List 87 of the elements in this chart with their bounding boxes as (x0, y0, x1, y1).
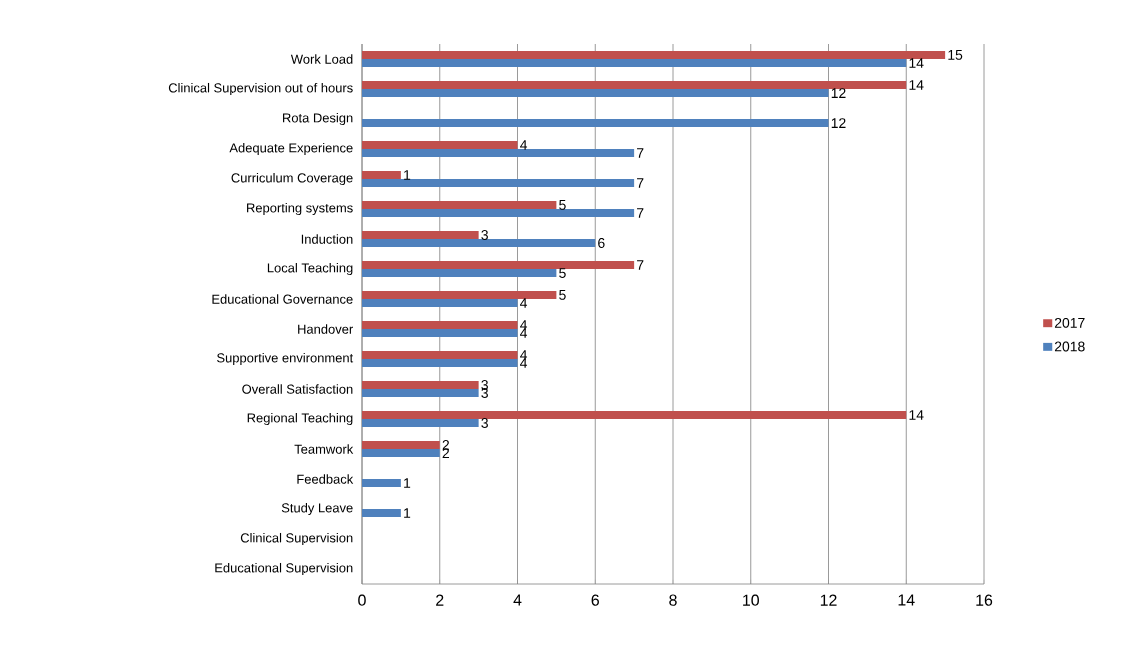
data-label: 4 (520, 350, 528, 360)
y-tick-label: Local Teaching (267, 262, 353, 276)
x-tick-label: 2 (436, 594, 444, 606)
data-label: 1 (404, 478, 411, 488)
y-tick-label: Feedback (297, 474, 354, 484)
x-tick-label: 0 (358, 594, 366, 606)
bar (362, 119, 829, 128)
data-label: 14 (909, 58, 924, 68)
bar (362, 230, 479, 239)
bar (362, 410, 907, 419)
bar (362, 290, 557, 299)
y-tick-label: Adequate Experience (229, 142, 353, 156)
y-tick-label: Rota Design (283, 112, 353, 126)
bar (362, 179, 635, 188)
legend-label: 2018 (1054, 341, 1085, 352)
x-tick-label: 16 (976, 594, 993, 606)
data-label: 4 (520, 140, 528, 150)
bar (362, 239, 596, 248)
y-tick-label: Clinical Supervision (240, 532, 353, 546)
bar (362, 320, 518, 329)
x-tick-label: 6 (591, 594, 599, 606)
data-label: 4 (520, 298, 528, 308)
bar (362, 389, 479, 398)
x-tick-label: 14 (898, 594, 915, 606)
data-label: 3 (481, 388, 488, 398)
data-label: 15 (948, 50, 963, 60)
data-label: 3 (481, 418, 488, 428)
bar (362, 269, 557, 278)
data-label: 5 (559, 200, 566, 210)
data-label: 12 (831, 118, 846, 128)
data-label: 3 (481, 230, 488, 240)
data-label: 2 (442, 448, 450, 458)
bar (362, 299, 518, 308)
y-tick-label: Teamwork (294, 444, 354, 454)
bar (362, 380, 479, 389)
bar (362, 260, 635, 269)
x-tick-label: 8 (669, 594, 677, 606)
y-tick-label: Educational Supervision (215, 562, 353, 576)
y-tick-label: Work Load (290, 54, 353, 64)
y-tick-label: Regional Teaching (247, 412, 353, 426)
y-tick-label: Induction (301, 234, 353, 244)
x-tick-label: 12 (820, 594, 837, 606)
bar (362, 479, 401, 488)
bar (362, 329, 518, 338)
data-label: 4 (520, 320, 528, 330)
data-label: 12 (831, 88, 846, 98)
data-label: 7 (637, 178, 644, 188)
bar (362, 59, 907, 68)
data-label: 14 (909, 410, 924, 420)
bar (362, 509, 401, 518)
data-label: 5 (559, 268, 566, 278)
bar (362, 149, 635, 158)
bar (362, 170, 401, 179)
bar (362, 359, 518, 368)
bar (362, 50, 946, 59)
y-tick-label: Clinical Supervision out of hours (168, 82, 353, 96)
legend-label: 2017 (1054, 317, 1085, 328)
bar (362, 419, 479, 428)
bar (362, 350, 518, 359)
bar (362, 140, 518, 149)
data-label: 4 (520, 358, 528, 368)
data-label: 4 (520, 328, 528, 338)
data-label: 3 (481, 380, 488, 390)
bar (362, 89, 829, 98)
y-tick-label: Overall Satisfaction (242, 384, 353, 394)
data-label: 1 (404, 170, 411, 180)
y-tick-label: Handover (298, 324, 353, 334)
data-label: 14 (909, 80, 924, 90)
data-label: 7 (637, 208, 644, 218)
bar (362, 209, 635, 218)
y-tick-label: Reporting systems (247, 202, 353, 216)
x-tick-label: 10 (743, 594, 759, 606)
x-tick-label: 4 (513, 594, 522, 606)
bar (362, 440, 440, 449)
y-tick-label: Study Leave (281, 502, 353, 516)
y-tick-label: Curriculum Coverage (231, 172, 353, 186)
y-tick-label: Educational Governance (212, 294, 353, 304)
bar (362, 449, 440, 458)
bar (362, 80, 907, 89)
data-label: 6 (598, 238, 605, 248)
data-label: 2 (442, 440, 450, 450)
bar (362, 200, 557, 209)
data-label: 7 (637, 148, 644, 158)
data-label: 1 (404, 508, 411, 518)
data-label: 7 (637, 260, 644, 270)
y-tick-label: Supportive environment (217, 352, 354, 366)
data-label: 5 (559, 290, 566, 300)
